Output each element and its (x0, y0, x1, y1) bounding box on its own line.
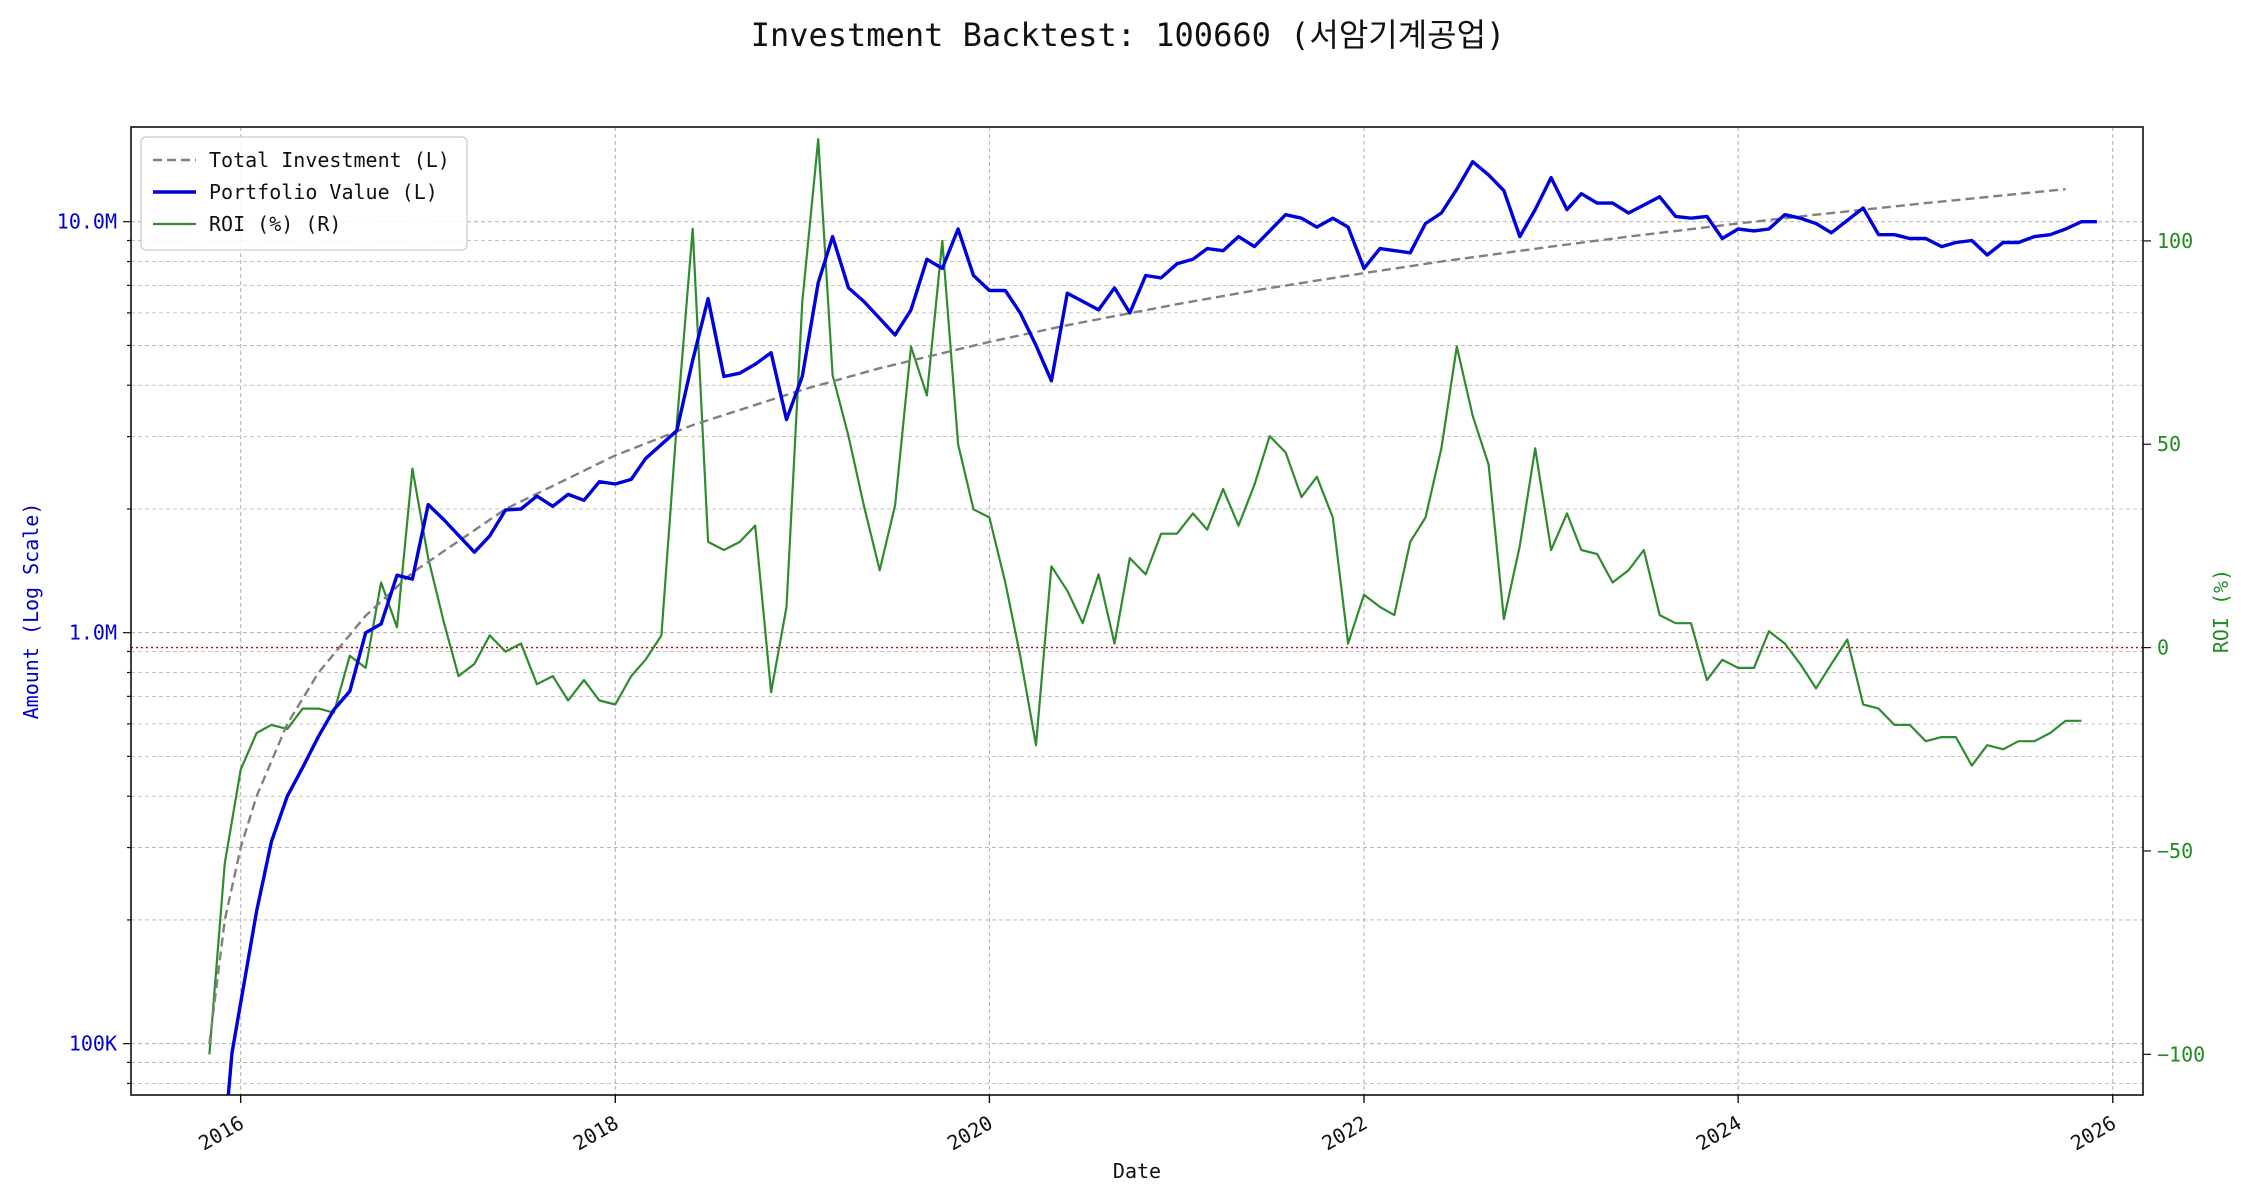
y-axis-left-title: Amount (Log Scale) (19, 503, 43, 720)
plot-frame (130, 126, 2144, 1096)
y-right-tick-label: 0 (2157, 636, 2169, 660)
y-axis-right-title: ROI (%) (2209, 569, 2233, 653)
y-right-tick-label: 100 (2157, 229, 2193, 253)
chart-title: Investment Backtest: 100660 (서암기계공업) (751, 16, 1506, 54)
legend: Total Investment (L) Portfolio Value (L) R… (140, 136, 468, 251)
y-right-tick-label: −50 (2157, 839, 2193, 863)
legend-label: Total Investment (L) (209, 148, 450, 172)
legend-label: ROI (%) (R) (209, 212, 341, 236)
legend-label: Portfolio Value (L) (209, 180, 438, 204)
y-left-tick-label: 10.0M (57, 210, 117, 234)
total-investment-line (208, 188, 2066, 1044)
y-right-tick-label: −100 (2157, 1042, 2205, 1066)
y-left-tick-label: 1.0M (69, 621, 117, 645)
y-right-tick-label: 50 (2157, 432, 2181, 456)
legend-box (140, 136, 468, 251)
x-axis-title: Date (1113, 1159, 1161, 1183)
series-lines (131, 138, 2143, 1095)
roi-line (208, 138, 2082, 1055)
y-left-tick-label: 100K (69, 1032, 117, 1056)
portfolio-value-line (226, 159, 2097, 1095)
